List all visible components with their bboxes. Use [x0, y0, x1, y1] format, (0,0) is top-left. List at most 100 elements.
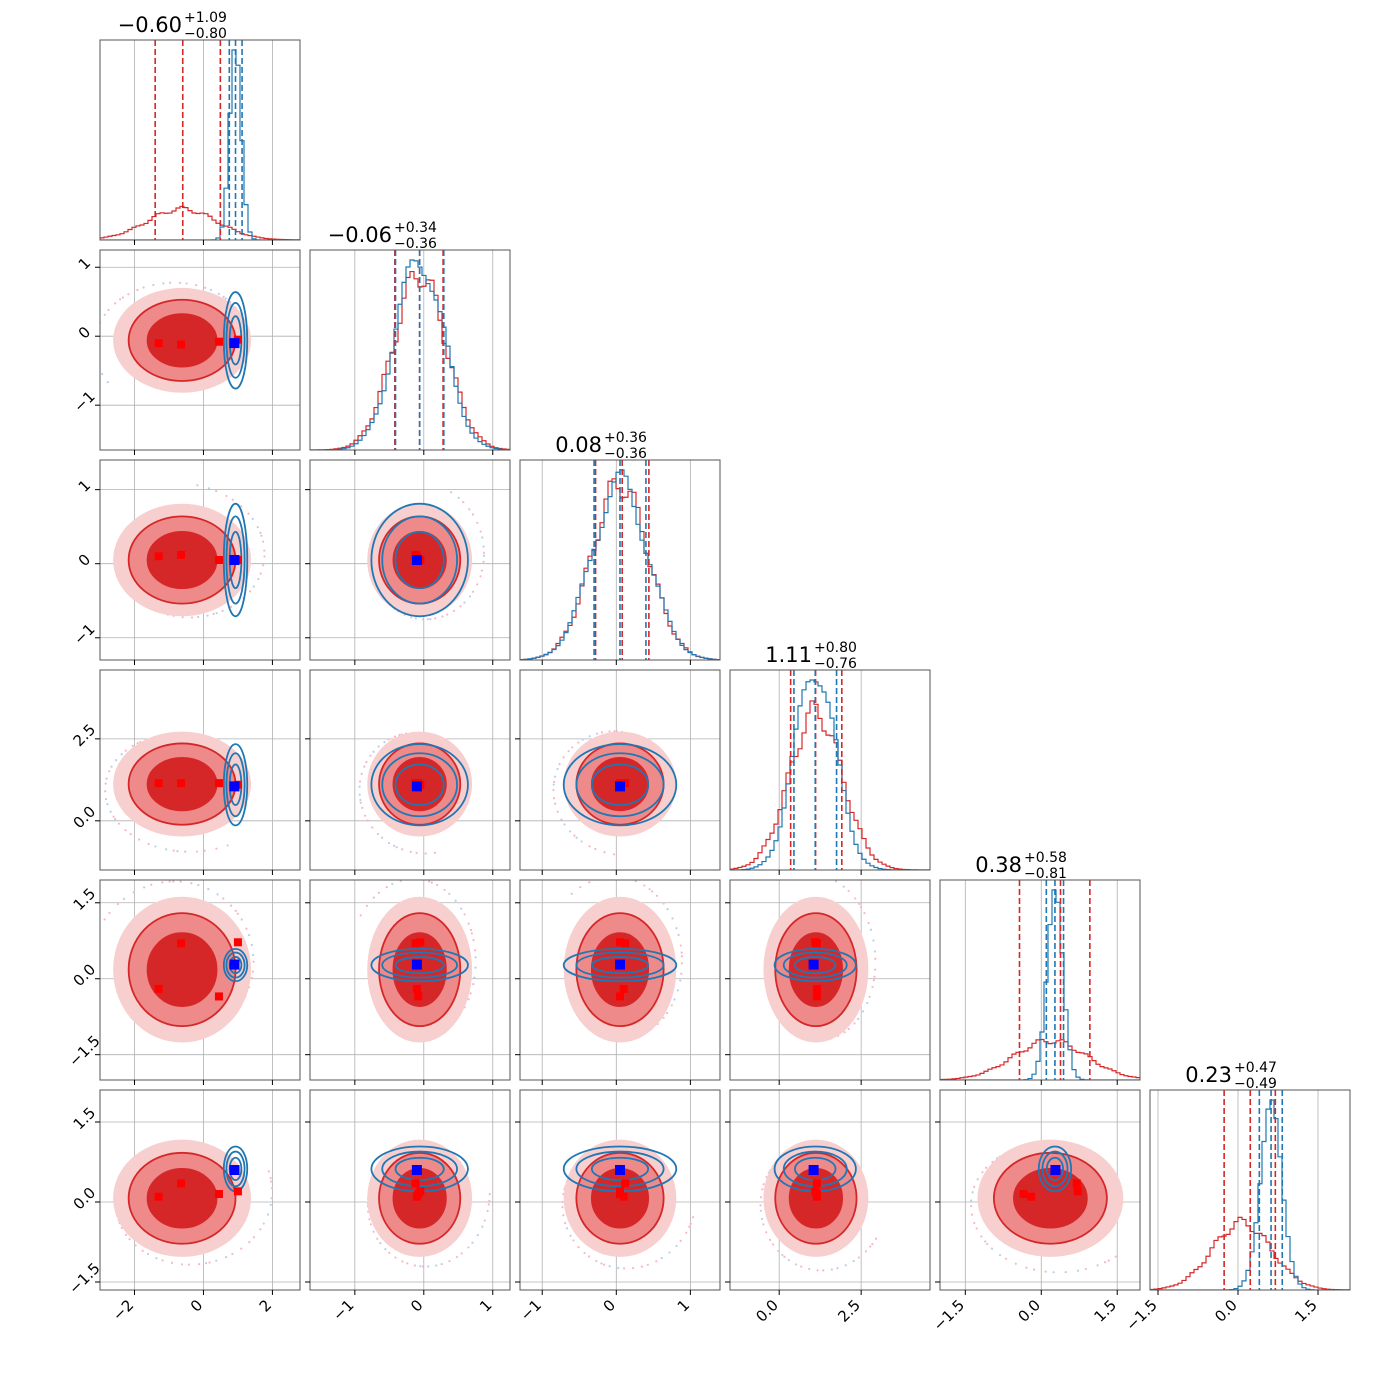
sample-point [129, 833, 132, 836]
sample-point [554, 802, 557, 805]
sample-point [973, 1185, 976, 1189]
panel-frame [99, 459, 301, 661]
sample-point [976, 1178, 979, 1181]
histogram-panel-2 [520, 460, 720, 660]
contour-panel-3-0 [100, 670, 300, 870]
sample-point [446, 613, 449, 616]
sample-point [613, 730, 616, 733]
sample-point [836, 1267, 839, 1270]
sample-point [842, 885, 845, 888]
sample-point [688, 1225, 691, 1228]
sample-point [857, 1017, 860, 1020]
sample-point [866, 1001, 869, 1005]
sample-point [434, 617, 437, 620]
sample-point [94, 353, 96, 355]
sample-point [172, 849, 175, 852]
panel-title-plus: +0.36 [604, 430, 647, 446]
posterior-contour [562, 743, 678, 827]
sample-point [366, 819, 369, 822]
red-marker [812, 992, 821, 1001]
red-marker [1073, 1187, 1082, 1196]
contour-panel-4-2 [520, 880, 720, 1080]
sample-point [1025, 1266, 1028, 1269]
sample-point [198, 1263, 201, 1266]
sample-point [479, 530, 482, 533]
sample-point [643, 884, 646, 887]
posterior-histogram [310, 259, 510, 450]
x-tick-label: −1 [329, 1296, 357, 1324]
sample-point [759, 1204, 762, 1207]
sample-point [759, 1196, 763, 1199]
sample-point [561, 1206, 564, 1209]
sample-point [869, 928, 873, 931]
prior-contour [146, 932, 218, 1007]
truth-marker [808, 959, 819, 970]
sample-point [215, 847, 218, 850]
sample-point [252, 960, 255, 963]
red-marker [233, 938, 242, 947]
sample-point [251, 970, 254, 973]
posterior-contour [394, 1156, 445, 1182]
sample-point [595, 732, 599, 735]
contour-panel-5-4 [940, 1090, 1140, 1290]
sample-point [401, 848, 404, 851]
y-tick-label: 1 [75, 254, 94, 273]
prior-histogram [310, 270, 510, 450]
sample-point [263, 549, 266, 552]
x-tick-label: 0.0 [1014, 1296, 1044, 1326]
x-tick-label: 0.0 [1211, 1296, 1241, 1326]
panel-title-value: 1.11 [765, 643, 812, 667]
red-marker [214, 779, 223, 788]
sample-point [365, 760, 368, 764]
sample-point [185, 282, 188, 285]
sample-point [427, 1265, 430, 1268]
y-tick-label: 0.0 [70, 1184, 100, 1214]
posterior-contour [575, 951, 665, 979]
sample-point [857, 1256, 860, 1259]
sample-point [117, 822, 121, 825]
y-tick-label: −1.5 [65, 1259, 103, 1297]
sample-point [482, 551, 486, 554]
sample-point [229, 904, 233, 907]
sample-point [263, 555, 266, 558]
x-tick-label: 0 [407, 1296, 426, 1315]
sample-point [107, 308, 110, 312]
panel-title-plus: +0.80 [814, 640, 857, 656]
sample-point [473, 949, 477, 952]
sample-point [567, 750, 570, 753]
sample-point [1064, 1270, 1067, 1274]
sample-point [104, 797, 108, 801]
y-tick-label: 0 [75, 550, 94, 569]
panel-frame [309, 669, 511, 871]
histogram-panel-1 [310, 250, 510, 450]
sample-point [471, 590, 475, 593]
sample-point [222, 295, 225, 298]
red-marker [214, 337, 223, 346]
sample-point [146, 1252, 150, 1256]
red-marker [233, 1187, 242, 1196]
sample-point [648, 888, 651, 891]
sample-point [204, 286, 207, 289]
sample-point [120, 753, 123, 756]
sample-point [847, 1027, 850, 1031]
sample-point [553, 780, 556, 784]
sample-point [1014, 1262, 1017, 1265]
sample-point [195, 284, 198, 287]
sample-point [452, 609, 456, 613]
red-marker [616, 992, 624, 1001]
sample-point [552, 783, 555, 786]
sample-point [460, 1252, 463, 1255]
sample-point [577, 741, 580, 744]
sample-point [190, 882, 193, 885]
panel-frame [99, 249, 301, 451]
posterior-contour [575, 752, 665, 818]
sample-point [822, 1269, 825, 1272]
posterior-contour [225, 1150, 246, 1188]
sample-point [122, 897, 126, 900]
sample-point [871, 985, 874, 989]
sample-point [564, 1222, 567, 1225]
sample-point [583, 1251, 586, 1255]
panel-title-plus: +0.34 [394, 220, 437, 236]
sample-point [251, 517, 254, 520]
sample-point [806, 873, 808, 875]
